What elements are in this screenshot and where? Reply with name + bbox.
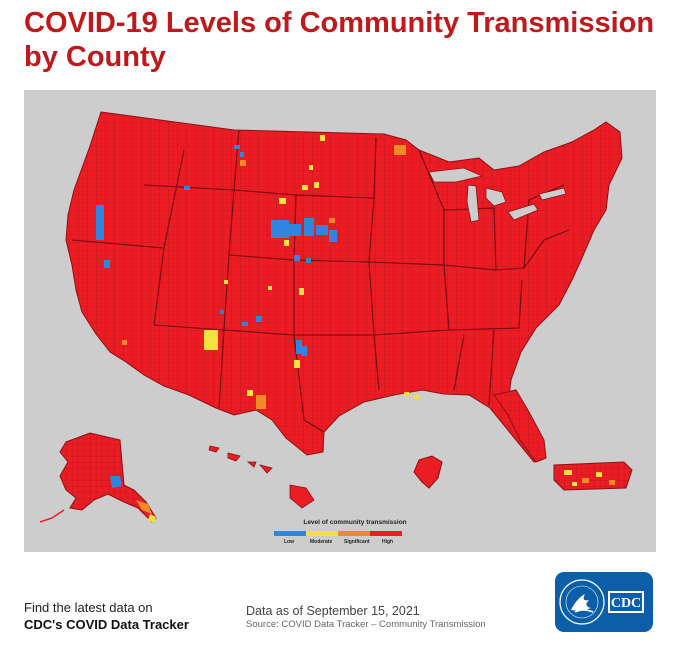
footer-tracker-promo: Find the latest data on CDC's COVID Data… <box>24 600 189 633</box>
legend-labels: Low Moderate Significant High <box>274 539 404 547</box>
legend-label-high: High <box>382 539 394 545</box>
puerto-rico <box>553 461 633 491</box>
covid-data-tracker-link[interactable]: CDC's COVID Data Tracker <box>24 617 189 632</box>
significant-transmission-counties <box>122 145 406 409</box>
map-panel: Level of community transmission Low Mode… <box>24 90 656 552</box>
legend-label-low: Low <box>284 539 294 545</box>
legend-title: Level of community transmission <box>303 519 407 526</box>
low-transmission-counties <box>96 145 337 356</box>
title-line-2: by County <box>24 41 166 73</box>
cdc-logo: CDC <box>555 572 653 632</box>
contiguous-us <box>65 111 623 463</box>
alaska <box>39 432 157 523</box>
data-source: Source: COVID Data Tracker – Community T… <box>246 619 486 630</box>
legend-swatch-high <box>370 531 402 536</box>
legend-swatch-moderate <box>306 531 338 536</box>
page-title: COVID-19 Levels of Community Transmissio… <box>24 6 664 74</box>
hhs-seal-icon: CDC <box>559 579 644 625</box>
legend-label-moderate: Moderate <box>310 539 333 545</box>
hawaii <box>208 445 315 509</box>
legend-swatch-significant <box>338 531 370 536</box>
cdc-wordmark: CDC <box>611 596 641 611</box>
legend-swatch-low <box>274 531 306 536</box>
territory-guam <box>413 455 443 489</box>
moderate-transmission-counties <box>204 135 419 399</box>
title-line-1: COVID-19 Levels of Community Transmissio… <box>24 7 655 39</box>
legend-label-significant: Significant <box>344 539 370 545</box>
us-county-map <box>39 111 633 523</box>
legend-color-bar <box>274 531 402 536</box>
find-latest-text: Find the latest data on <box>24 600 153 615</box>
data-as-of-date: Data as of September 15, 2021 <box>246 604 420 618</box>
footer-data-info: Data as of September 15, 2021 Source: CO… <box>246 604 486 631</box>
